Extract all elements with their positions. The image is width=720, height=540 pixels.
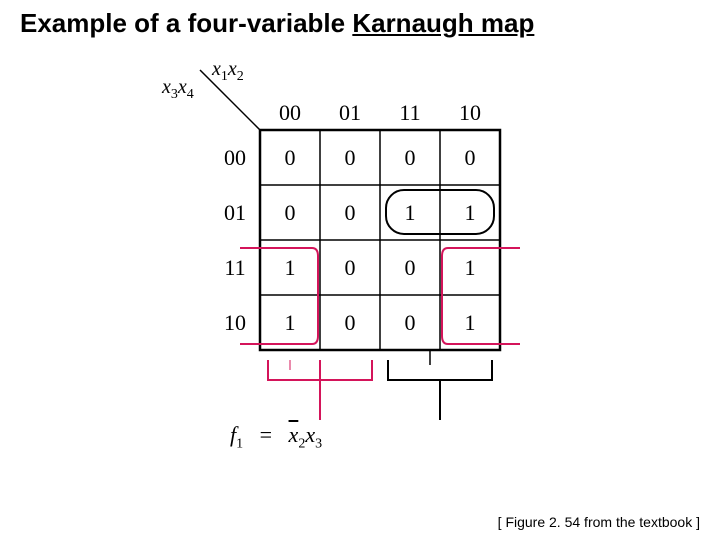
title-prefix: Example of a four-variable — [20, 8, 352, 38]
cell-2-1: 0 — [320, 240, 380, 295]
cell-2-3: 1 — [440, 240, 500, 295]
cell-1-0: 0 — [260, 185, 320, 240]
row-header-3: 10 — [220, 310, 250, 336]
row-header-1: 01 — [220, 200, 250, 226]
cell-0-0: 0 — [260, 130, 320, 185]
karnaugh-map: x1x2 x3x4 00 01 11 10 00 01 11 10 0 0 0 … — [140, 60, 580, 490]
col-header-0: 00 — [275, 100, 305, 126]
col-header-2: 11 — [395, 100, 425, 126]
cell-3-2: 0 — [380, 295, 440, 350]
row-header-0: 00 — [220, 145, 250, 171]
cell-3-1: 0 — [320, 295, 380, 350]
cell-2-2: 0 — [380, 240, 440, 295]
col-header-1: 01 — [335, 100, 365, 126]
cell-3-3: 1 — [440, 295, 500, 350]
cell-0-2: 0 — [380, 130, 440, 185]
var-left-label: x3x4 — [162, 76, 194, 103]
title-underlined: Karnaugh map — [352, 8, 534, 38]
cell-1-2: 1 — [380, 185, 440, 240]
page-title: Example of a four-variable Karnaugh map — [20, 8, 534, 39]
var-top-label: x1x2 — [212, 58, 244, 85]
cell-0-3: 0 — [440, 130, 500, 185]
cell-3-0: 1 — [260, 295, 320, 350]
cell-2-0: 1 — [260, 240, 320, 295]
cell-0-1: 0 — [320, 130, 380, 185]
cell-1-3: 1 — [440, 185, 500, 240]
cell-1-1: 0 — [320, 185, 380, 240]
formula: f1 = x2x3 — [230, 422, 322, 452]
figure-caption: [ Figure 2. 54 from the textbook ] — [498, 514, 700, 530]
col-header-3: 10 — [455, 100, 485, 126]
row-header-2: 11 — [220, 255, 250, 281]
